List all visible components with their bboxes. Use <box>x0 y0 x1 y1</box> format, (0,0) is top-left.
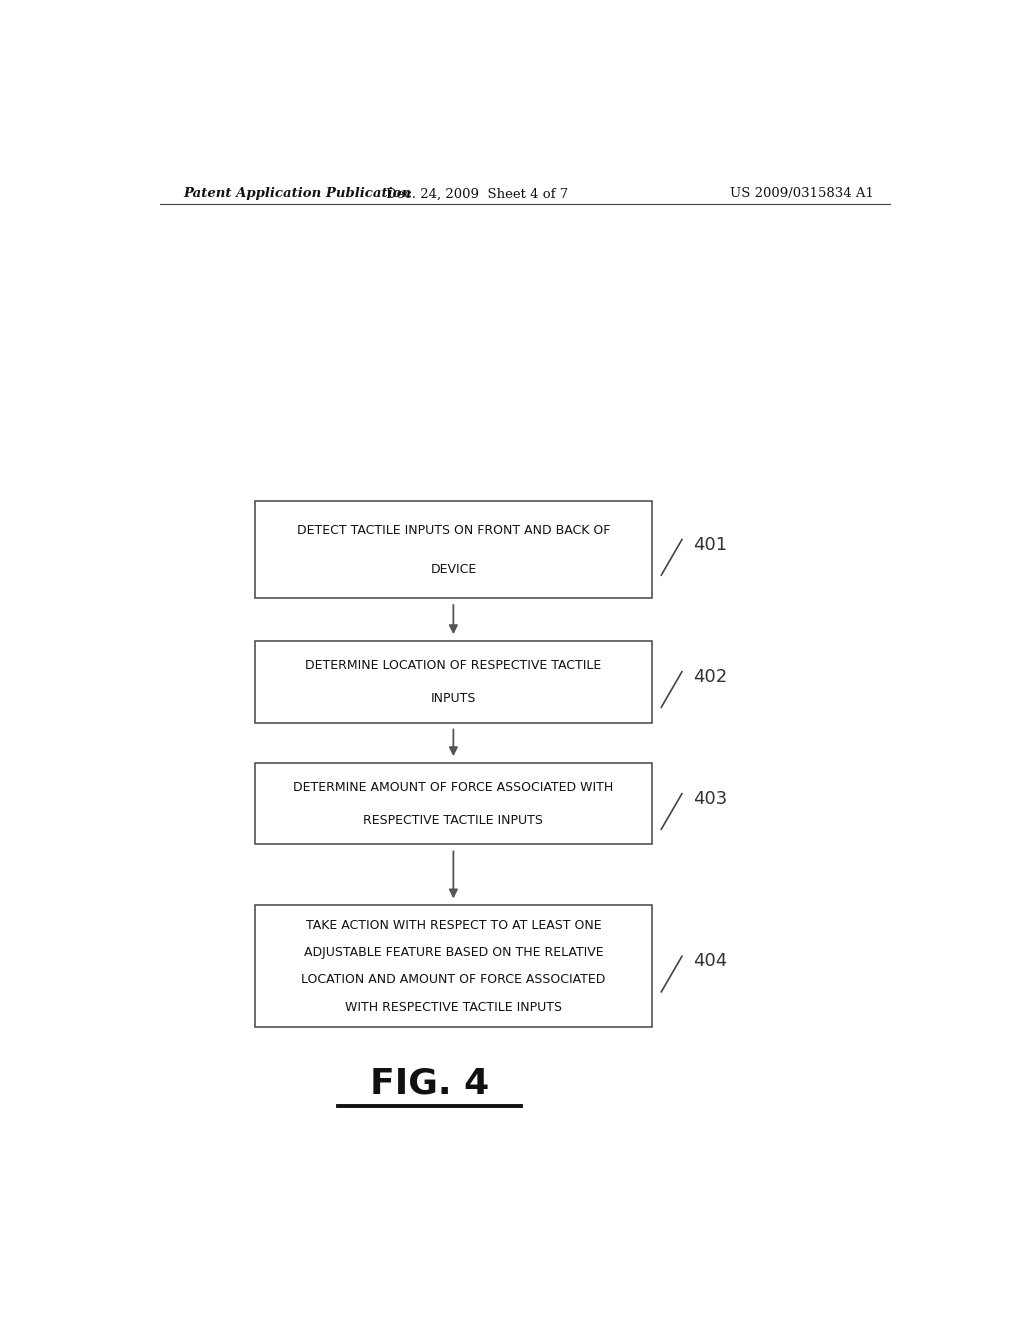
Bar <box>255 763 651 845</box>
Text: 402: 402 <box>693 668 727 686</box>
Text: RESPECTIVE TACTILE INPUTS: RESPECTIVE TACTILE INPUTS <box>364 813 544 826</box>
Text: 403: 403 <box>693 789 727 808</box>
Text: US 2009/0315834 A1: US 2009/0315834 A1 <box>730 187 873 201</box>
Text: DETERMINE AMOUNT OF FORCE ASSOCIATED WITH: DETERMINE AMOUNT OF FORCE ASSOCIATED WIT… <box>293 781 613 795</box>
Text: 401: 401 <box>693 536 727 553</box>
Text: WITH RESPECTIVE TACTILE INPUTS: WITH RESPECTIVE TACTILE INPUTS <box>345 1001 562 1014</box>
Text: FIG. 4: FIG. 4 <box>370 1067 489 1101</box>
Text: INPUTS: INPUTS <box>431 692 476 705</box>
Bar <box>255 642 651 722</box>
Text: LOCATION AND AMOUNT OF FORCE ASSOCIATED: LOCATION AND AMOUNT OF FORCE ASSOCIATED <box>301 973 605 986</box>
Text: Dec. 24, 2009  Sheet 4 of 7: Dec. 24, 2009 Sheet 4 of 7 <box>386 187 568 201</box>
Bar <box>255 906 651 1027</box>
Text: DETECT TACTILE INPUTS ON FRONT AND BACK OF: DETECT TACTILE INPUTS ON FRONT AND BACK … <box>297 524 610 537</box>
Text: TAKE ACTION WITH RESPECT TO AT LEAST ONE: TAKE ACTION WITH RESPECT TO AT LEAST ONE <box>305 919 601 932</box>
Text: DETERMINE LOCATION OF RESPECTIVE TACTILE: DETERMINE LOCATION OF RESPECTIVE TACTILE <box>305 659 601 672</box>
Bar <box>255 502 651 598</box>
Text: DEVICE: DEVICE <box>430 562 476 576</box>
Text: ADJUSTABLE FEATURE BASED ON THE RELATIVE: ADJUSTABLE FEATURE BASED ON THE RELATIVE <box>303 946 603 960</box>
Text: 404: 404 <box>693 952 727 970</box>
Text: Patent Application Publication: Patent Application Publication <box>183 187 412 201</box>
